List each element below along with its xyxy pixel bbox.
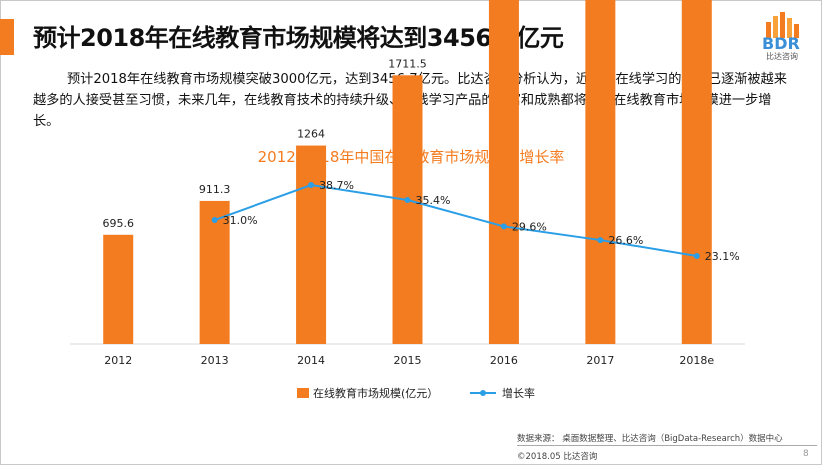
page-title: 预计2018年在线教育市场规模将达到3456.7亿元 <box>33 24 564 52</box>
bar-2017 <box>585 0 616 344</box>
rate-label-2015: 35.4% <box>416 194 451 207</box>
x-tick-2015: 2015 <box>394 354 422 367</box>
footer-divider <box>517 445 817 446</box>
logo-text: BDR <box>762 34 800 53</box>
legend-bar-label: 在线教育市场规模(亿元） <box>313 386 438 400</box>
x-tick-2012: 2012 <box>104 354 132 367</box>
bar-2018e <box>681 0 712 344</box>
rate-label-2017: 26.6% <box>608 234 643 247</box>
bar-label-2012: 695.6 <box>102 217 134 230</box>
growth-rate-line <box>214 183 697 257</box>
rate-point-2018e <box>693 253 700 259</box>
x-tick-2014: 2014 <box>297 354 325 367</box>
logo-subtitle: 比达咨询 <box>766 52 798 61</box>
bar-label-2013: 911.3 <box>199 183 231 196</box>
rate-label-2016: 29.6% <box>512 220 547 233</box>
legend-bar-swatch <box>297 388 309 398</box>
copyright-footer: ©2018.05 比达咨询 <box>517 452 598 462</box>
bar-2013 <box>199 200 230 344</box>
logo-icon <box>766 12 799 38</box>
rate-point-2017 <box>597 237 604 244</box>
rate-point-2016 <box>500 223 507 230</box>
bar-2015 <box>392 75 423 345</box>
legend-line-label: 增长率 <box>502 386 535 400</box>
bar-2016 <box>488 0 519 344</box>
rate-label-2014: 38.7% <box>319 179 354 192</box>
x-tick-2018e: 2018e <box>679 354 714 367</box>
bdr-logo: BDR 比达咨询 <box>760 10 808 62</box>
x-tick-2017: 2017 <box>586 354 614 367</box>
x-tick-2013: 2013 <box>201 354 229 367</box>
rate-label-2018e: 23.1% <box>705 250 740 263</box>
x-tick-2016: 2016 <box>490 354 518 367</box>
rate-label-2013: 31.0% <box>223 214 258 227</box>
bar-2012 <box>103 234 134 344</box>
data-source: 数据来源： 桌面数据整理、比达咨询（BigData-Research）数据中心 <box>517 434 783 444</box>
legend-line-marker <box>480 390 486 396</box>
title-accent-bar <box>0 19 14 55</box>
bar-label-2014: 1264 <box>297 128 325 141</box>
rate-point-2015 <box>404 197 411 204</box>
bar-2014 <box>296 145 327 344</box>
page-number: 8 <box>803 449 809 459</box>
rate-point-2013 <box>211 217 218 224</box>
rate-point-2014 <box>308 182 315 188</box>
bar-label-2015: 1711.5 <box>388 57 427 70</box>
chart: 695.62012911.32013126420141711.520152218… <box>70 0 745 400</box>
